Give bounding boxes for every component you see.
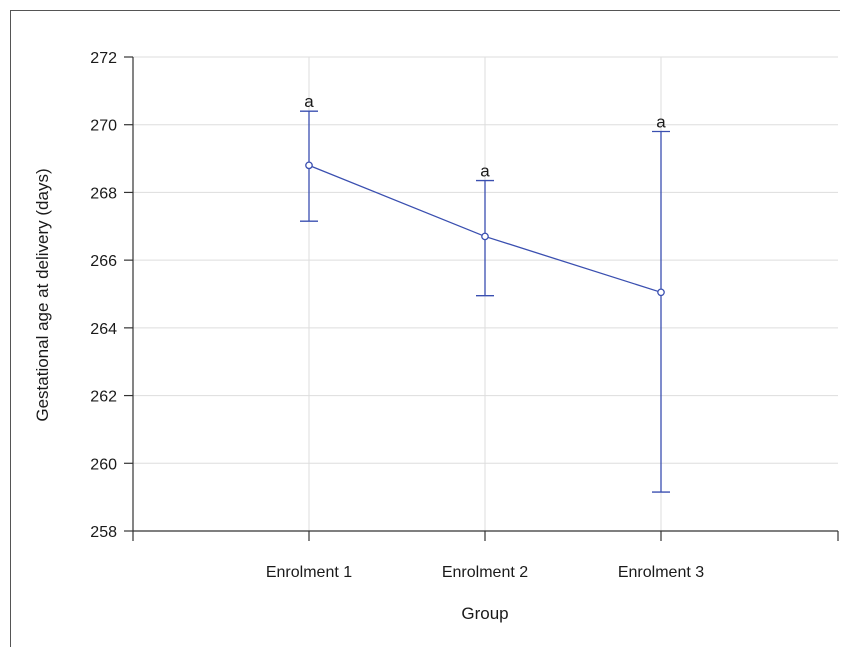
- data-point: [657, 288, 665, 297]
- x-axis-title: Group: [461, 604, 508, 623]
- label-layer: a a a: [304, 92, 666, 180]
- y-axis-title: Gestational age at delivery (days): [33, 168, 52, 421]
- y-tick-label: 260: [90, 456, 117, 473]
- y-tick-label: 270: [90, 118, 117, 135]
- y-tick-label: 264: [90, 321, 117, 338]
- x-tick-label: Enrolment 2: [442, 564, 528, 581]
- series-layer: [300, 110, 670, 493]
- axis-layer: 258 260 262 264 266 268 270 272 Enrolment 1 Enrol…: [90, 50, 839, 581]
- significance-label: a: [656, 112, 666, 131]
- x-tick-label: Enrolment 3: [618, 564, 704, 581]
- y-tick-label: 266: [90, 253, 117, 270]
- y-tick-label: 268: [90, 185, 117, 202]
- x-tick-label: Enrolment 1: [266, 564, 352, 581]
- chart-frame: [10, 10, 840, 647]
- data-point: [305, 161, 313, 170]
- y-tick-label: 262: [90, 389, 117, 406]
- data-point: [481, 232, 489, 241]
- y-tick-label: 258: [90, 524, 117, 541]
- significance-label: a: [304, 92, 314, 111]
- significance-label: a: [480, 162, 490, 181]
- y-tick-label: 272: [90, 50, 117, 67]
